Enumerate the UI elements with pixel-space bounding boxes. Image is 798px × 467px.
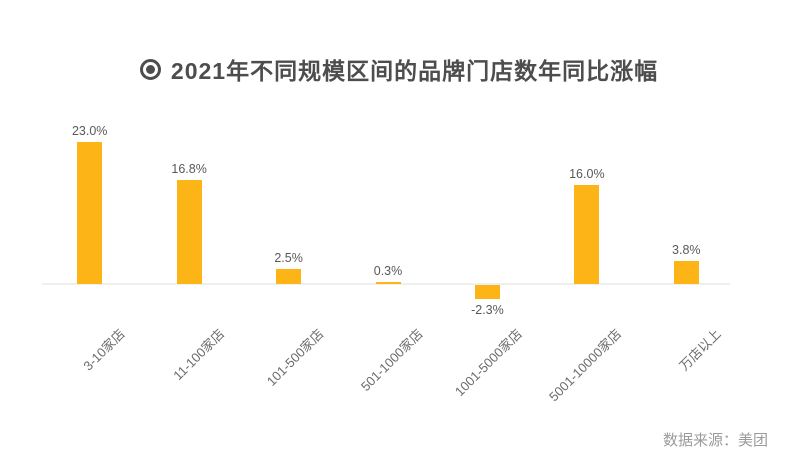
value-label: 16.0% (569, 167, 605, 181)
category-label: 1001-5000家店 (452, 326, 526, 400)
category-label: 11-100家店 (169, 326, 227, 384)
category-label: 101-500家店 (263, 326, 327, 389)
category-label: 501-1000家店 (357, 326, 426, 394)
bar (176, 180, 202, 284)
bar (375, 282, 401, 284)
x-axis-line (42, 283, 730, 285)
data-source: 数据来源：美团 (662, 432, 768, 449)
value-label: 23.0% (71, 124, 108, 138)
bar (276, 269, 302, 284)
category-label: 万店以上 (676, 326, 725, 374)
value-label: -2.3% (471, 303, 504, 317)
chart-title: 2021年不同规模区间的品牌门店数年同比涨幅 (170, 58, 659, 84)
value-label: 3.8% (672, 243, 701, 257)
bar (673, 261, 699, 284)
value-label: 0.3% (373, 264, 403, 278)
bar (77, 142, 103, 284)
bullseye-icon (139, 58, 161, 80)
bullseye-dot (145, 64, 155, 74)
bar (574, 185, 600, 284)
category-label: 3-10家店 (80, 326, 128, 374)
value-label: 16.8% (171, 162, 207, 176)
chart-title-row: 2021年不同规模区间的品牌门店数年同比涨幅 (0, 52, 798, 86)
bar (474, 285, 500, 299)
value-label: 2.5% (274, 251, 303, 265)
category-label: 5001-10000家店 (546, 326, 625, 405)
bar-chart: 23.0% 3-10家店 16.8% 11-100家店 2.5% 101-500家店 0.3… (40, 120, 736, 420)
